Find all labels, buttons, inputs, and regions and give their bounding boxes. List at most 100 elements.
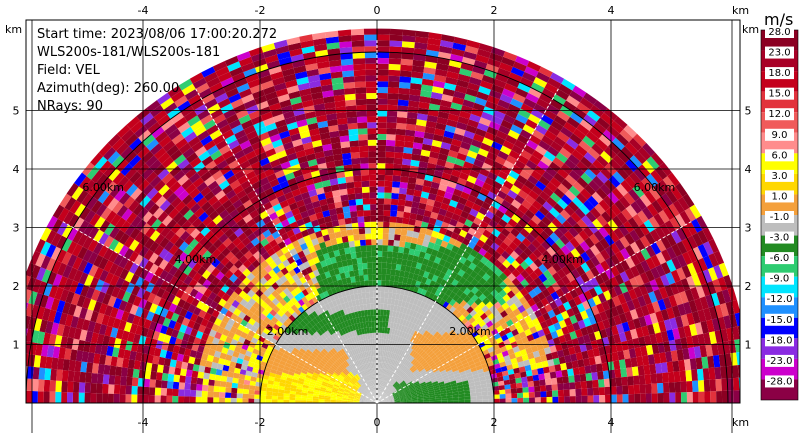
range-gate (501, 250, 511, 260)
range-gate (374, 385, 376, 392)
range-gate (168, 255, 179, 266)
range-gate (198, 236, 209, 247)
range-gate (185, 224, 197, 235)
range-gate (386, 304, 391, 311)
range-gate (259, 276, 268, 286)
range-gate (568, 185, 581, 197)
range-gate (628, 188, 640, 202)
range-gate (410, 83, 422, 91)
range-gate (362, 384, 367, 390)
range-gate (351, 300, 357, 307)
range-gate (435, 317, 442, 325)
range-gate (135, 191, 147, 204)
range-gate (507, 189, 518, 200)
range-gate (284, 383, 292, 388)
range-gate (329, 367, 336, 373)
range-gate (423, 67, 436, 75)
range-gate (410, 358, 417, 364)
range-gate (39, 319, 48, 333)
range-gate (322, 348, 329, 355)
range-gate (498, 263, 507, 273)
range-gate (532, 295, 541, 304)
range-gate (204, 230, 215, 241)
range-gate (380, 393, 384, 399)
range-gate (73, 381, 80, 393)
range-gate (283, 303, 291, 311)
range-gate (198, 324, 206, 333)
range-gate (374, 391, 376, 398)
range-gate (285, 147, 296, 156)
range-gate (361, 370, 366, 377)
range-gate (225, 354, 233, 362)
range-gate (253, 363, 261, 370)
range-gate (570, 248, 581, 259)
range-gate (367, 395, 373, 400)
range-gate (565, 282, 575, 292)
range-gate (236, 189, 247, 200)
range-gate (457, 331, 465, 339)
range-gate (697, 244, 709, 258)
range-gate (387, 394, 393, 398)
range-gate (247, 78, 261, 89)
range-gate (416, 238, 424, 246)
range-gate (271, 217, 281, 226)
range-gate (300, 268, 309, 277)
range-gate (184, 285, 194, 295)
range-gate (263, 289, 272, 298)
range-gate (164, 230, 176, 241)
range-gate (409, 242, 417, 250)
range-gate (640, 248, 651, 261)
range-gate (377, 391, 379, 398)
range-gate (137, 179, 150, 192)
range-gate (121, 311, 130, 322)
range-gate (224, 323, 233, 332)
range-gate (481, 243, 491, 252)
range-gate (451, 138, 462, 148)
range-gate (377, 391, 379, 398)
range-gate (344, 93, 356, 101)
range-gate (404, 346, 410, 353)
range-gate (392, 251, 399, 259)
range-gate (453, 90, 466, 100)
range-gate (142, 183, 154, 196)
range-gate (302, 281, 310, 289)
range-gate (298, 339, 306, 346)
range-gate (174, 95, 188, 108)
range-gate (225, 189, 237, 200)
range-gate (467, 291, 475, 299)
range-gate (196, 196, 208, 208)
range-gate (89, 213, 101, 227)
range-gate (166, 388, 173, 396)
range-gate (555, 288, 565, 298)
range-gate (202, 378, 209, 386)
range-gate (405, 333, 411, 340)
range-gate (170, 286, 180, 296)
range-gate (77, 233, 89, 247)
range-gate (532, 248, 543, 259)
range-gate (545, 318, 554, 327)
range-gate (369, 297, 374, 304)
range-gate (201, 93, 215, 105)
range-gate (163, 251, 174, 263)
range-gate (300, 255, 308, 264)
range-gate (252, 348, 260, 355)
range-gate (483, 327, 492, 335)
range-gate (311, 376, 318, 381)
range-gate (259, 157, 270, 167)
range-gate (388, 239, 395, 246)
range-gate (386, 376, 390, 382)
range-gate (394, 374, 399, 380)
range-gate (354, 275, 360, 282)
range-gate (231, 164, 243, 175)
range-gate (354, 398, 360, 400)
range-gate (495, 104, 508, 115)
range-gate (434, 256, 442, 264)
range-gate (331, 347, 338, 354)
range-gate (347, 235, 355, 242)
range-gate (52, 204, 65, 219)
range-gate (50, 322, 60, 335)
range-gate (474, 178, 485, 188)
range-gate (250, 313, 259, 322)
range-gate (395, 376, 401, 382)
range-gate (321, 368, 328, 374)
